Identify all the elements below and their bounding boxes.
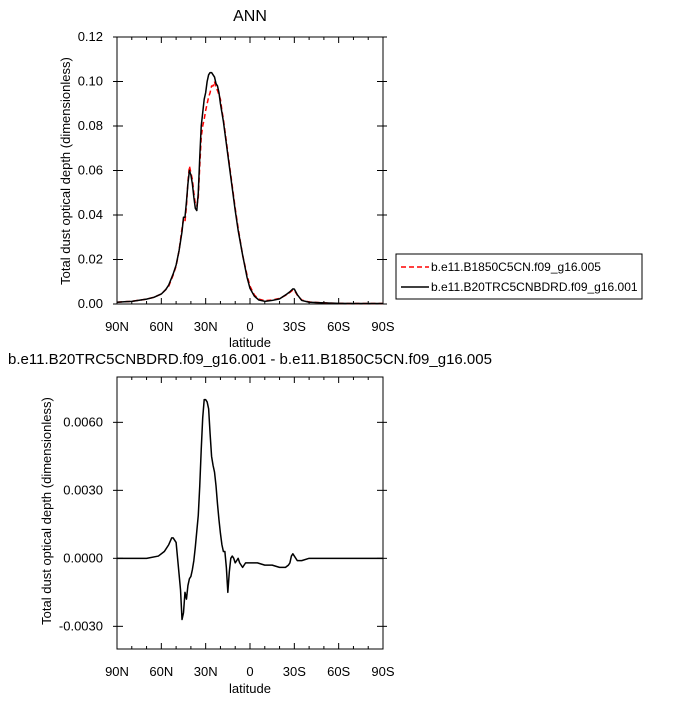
- y-tick-label: 0.02: [78, 252, 103, 267]
- x-tick-label: 0: [246, 319, 253, 334]
- x-tick-label: 90N: [105, 664, 129, 679]
- top-panel-y-axis-label: Total dust optical depth (dimensionless): [58, 57, 73, 285]
- top-panel-series: [116, 71, 383, 305]
- top-panel-x-axis-label: latitude: [229, 335, 271, 350]
- x-tick-label: 30S: [283, 664, 306, 679]
- plot-frame: [116, 376, 384, 650]
- bottom-panel-y-axis-label: Total dust optical depth (dimensionless): [39, 397, 54, 625]
- x-tick-label: 60S: [327, 319, 350, 334]
- x-tick-label: 30N: [194, 664, 218, 679]
- x-tick-label: 30S: [283, 319, 306, 334]
- y-tick-label: 0.08: [78, 118, 103, 133]
- x-tick-label: 60N: [149, 319, 173, 334]
- legend-entry-b1850: b.e11.B1850C5CN.f09_g16.005: [431, 260, 601, 274]
- y-tick-label: 0.0030: [63, 482, 103, 497]
- x-tick-label: 60N: [149, 664, 173, 679]
- legend-entry-b20trc: b.e11.B20TRC5CNBDRD.f09_g16.001: [431, 280, 638, 294]
- series-line-0: [117, 398, 383, 621]
- y-tick-label: 0.00: [78, 296, 103, 311]
- x-tick-label: 60S: [327, 664, 350, 679]
- y-tick-label: 0.0000: [63, 550, 103, 565]
- x-tick-label: 30N: [194, 319, 218, 334]
- y-tick-label: 0.0060: [63, 414, 103, 429]
- y-tick-label: 0.12: [78, 29, 103, 44]
- y-tick-label: 0.06: [78, 163, 103, 178]
- x-tick-label: 90S: [371, 319, 394, 334]
- y-tick-label: 0.04: [78, 207, 103, 222]
- bottom-panel: b.e11.B20TRC5CNBDRD.f09_g16.001 - b.e11.…: [8, 351, 492, 696]
- bottom-panel-series: [117, 398, 383, 621]
- x-tick-label: 90S: [371, 664, 394, 679]
- plot-frame: [116, 36, 384, 305]
- series-line-0: [116, 80, 383, 305]
- top-panel: ANN Total dust optical depth (dimensionl…: [58, 8, 395, 350]
- legend: b.e11.B1850C5CN.f09_g16.005 b.e11.B20TRC…: [395, 253, 643, 300]
- bottom-panel-title: b.e11.B20TRC5CNBDRD.f09_g16.001 - b.e11.…: [8, 351, 492, 368]
- bottom-panel-x-axis-label: latitude: [229, 681, 271, 696]
- series-line-1: [116, 71, 383, 305]
- legend-box: [395, 253, 643, 300]
- bottom-panel-axes: 90N 60N 30N 0 30S 60S 90S -0.0030 0.0000 0.0030 0.…: [59, 376, 395, 679]
- y-tick-label: 0.10: [78, 74, 103, 89]
- x-tick-label: 0: [246, 664, 253, 679]
- top-panel-axes: 90N 60N 30N 0 30S 60S 90S 0.00 0.02 0.04 0.06 0.08 0…: [78, 29, 395, 334]
- x-tick-label: 90N: [105, 319, 129, 334]
- y-tick-label: -0.0030: [59, 618, 103, 633]
- top-panel-title: ANN: [233, 8, 267, 25]
